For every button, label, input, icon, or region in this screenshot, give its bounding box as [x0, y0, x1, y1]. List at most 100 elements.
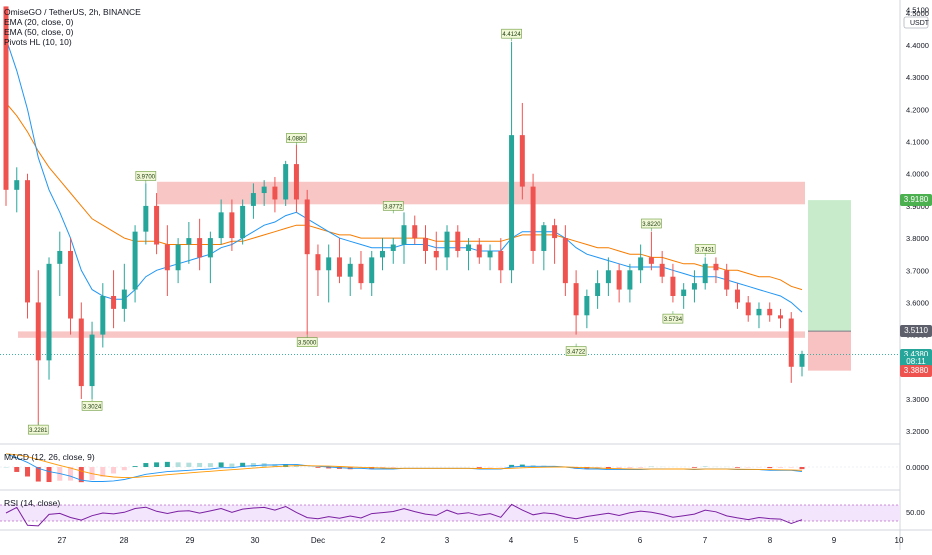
- macd-histogram-bar: [122, 467, 127, 470]
- pivot-label: 3.5734: [664, 317, 683, 323]
- candle-body: [488, 251, 493, 257]
- candle-body: [670, 277, 675, 296]
- candle-body: [186, 238, 191, 244]
- candle-body: [143, 206, 148, 232]
- y-tick-label: 3.3000: [906, 395, 929, 404]
- candle-body: [423, 238, 428, 251]
- x-tick-label: 30: [251, 536, 260, 545]
- candle-body: [133, 232, 138, 290]
- candle-body: [197, 238, 202, 257]
- x-tick-label: 2: [381, 536, 386, 545]
- macd-histogram-bar: [229, 464, 234, 467]
- candle-body: [617, 270, 622, 289]
- legend-symbol[interactable]: OmiseGO / TetherUS, 2h, BINANCE: [4, 7, 141, 17]
- macd-zero-label: 0.0000: [906, 463, 929, 472]
- macd-histogram-bar: [111, 467, 116, 473]
- candle-body: [574, 283, 579, 315]
- macd-histogram-bar: [133, 466, 138, 467]
- macd-histogram-bar: [25, 467, 30, 476]
- macd-histogram-bar: [488, 467, 493, 468]
- candle-body: [681, 290, 686, 296]
- legend-ema20[interactable]: EMA (20, close, 0): [4, 17, 73, 27]
- y-tick-label: 3.8000: [906, 234, 929, 243]
- pivot-label: 3.7431: [696, 247, 715, 253]
- macd-histogram-bar: [638, 467, 643, 468]
- y-tick-label: 4.0000: [906, 170, 929, 179]
- candle-body: [358, 264, 363, 283]
- candle-body: [412, 225, 417, 238]
- macd-histogram-bar: [789, 467, 794, 468]
- macd-histogram-bar: [143, 463, 148, 467]
- candle-body: [778, 315, 783, 318]
- candle-body: [229, 212, 234, 238]
- pivot-label: 3.5000: [298, 341, 317, 347]
- candle-body: [563, 238, 568, 283]
- candle-body: [789, 319, 794, 367]
- candle-body: [90, 335, 95, 386]
- macd-histogram-bar: [800, 467, 805, 469]
- candle-body: [326, 257, 331, 270]
- x-tick-label: 10: [895, 536, 904, 545]
- macd-signal-line: [6, 454, 802, 478]
- candle-body: [703, 264, 708, 283]
- x-tick-label: 9: [832, 536, 837, 545]
- x-tick-label: 28: [120, 536, 129, 545]
- price-tag: 3.3880: [900, 365, 932, 377]
- y-tick-label: 4.3000: [906, 73, 929, 82]
- candle-body: [208, 238, 213, 257]
- candle-body: [100, 296, 105, 335]
- candle-body: [606, 270, 611, 283]
- y-tick-label: 4.5000: [906, 9, 929, 18]
- candle-body: [498, 251, 503, 270]
- candle-body: [627, 270, 632, 289]
- candle-body: [369, 257, 374, 283]
- candle-body: [445, 232, 450, 258]
- y-tick-label: 3.2000: [906, 427, 929, 436]
- x-tick-label: 4: [509, 536, 514, 545]
- candle-body: [735, 290, 740, 303]
- candle-body: [477, 245, 482, 258]
- candle-body: [122, 290, 127, 309]
- candle-body: [724, 270, 729, 289]
- candle-body: [14, 180, 19, 190]
- candle-body: [509, 135, 514, 270]
- macd-histogram-bar: [315, 467, 320, 468]
- support-zone: [18, 331, 805, 337]
- currency-label: USDT: [910, 20, 930, 27]
- candle-body: [294, 164, 299, 199]
- macd-histogram-bar: [692, 467, 697, 468]
- macd-histogram-bar: [477, 467, 482, 468]
- macd-histogram-bar: [14, 467, 19, 472]
- pivot-label: 4.4124: [502, 32, 521, 38]
- price-tag: 3.5110: [900, 325, 932, 337]
- candle-body: [767, 309, 772, 315]
- candle-body: [348, 264, 353, 277]
- x-tick-label: 3: [445, 536, 450, 545]
- x-tick-label: 7: [703, 536, 708, 545]
- y-tick-label: 3.6000: [906, 298, 929, 307]
- legend-pivots[interactable]: Pivots HL (10, 10): [4, 37, 72, 47]
- candle-body: [800, 354, 805, 367]
- pivot-label: 3.3024: [83, 404, 102, 410]
- legend-ema50[interactable]: EMA (50, close, 0): [4, 27, 73, 37]
- candle-body: [305, 199, 310, 254]
- legend-rsi[interactable]: RSI (14, close): [4, 498, 60, 508]
- candle-body: [380, 251, 385, 257]
- candle-body: [57, 251, 62, 264]
- candle-body: [531, 187, 536, 251]
- candle-body: [541, 225, 546, 251]
- candle-body: [434, 251, 439, 257]
- candle-body: [251, 193, 256, 206]
- legend-macd[interactable]: MACD (12, 26, close, 9): [4, 452, 95, 462]
- candle-body: [68, 251, 73, 319]
- candle-body: [584, 296, 589, 315]
- candle-body: [176, 245, 181, 271]
- candle-body: [466, 245, 471, 251]
- candle-body: [79, 319, 84, 387]
- macd-histogram-bar: [176, 462, 181, 467]
- macd-histogram-bar: [208, 463, 213, 467]
- candle-body: [262, 187, 267, 193]
- macd-histogram-bar: [746, 467, 751, 468]
